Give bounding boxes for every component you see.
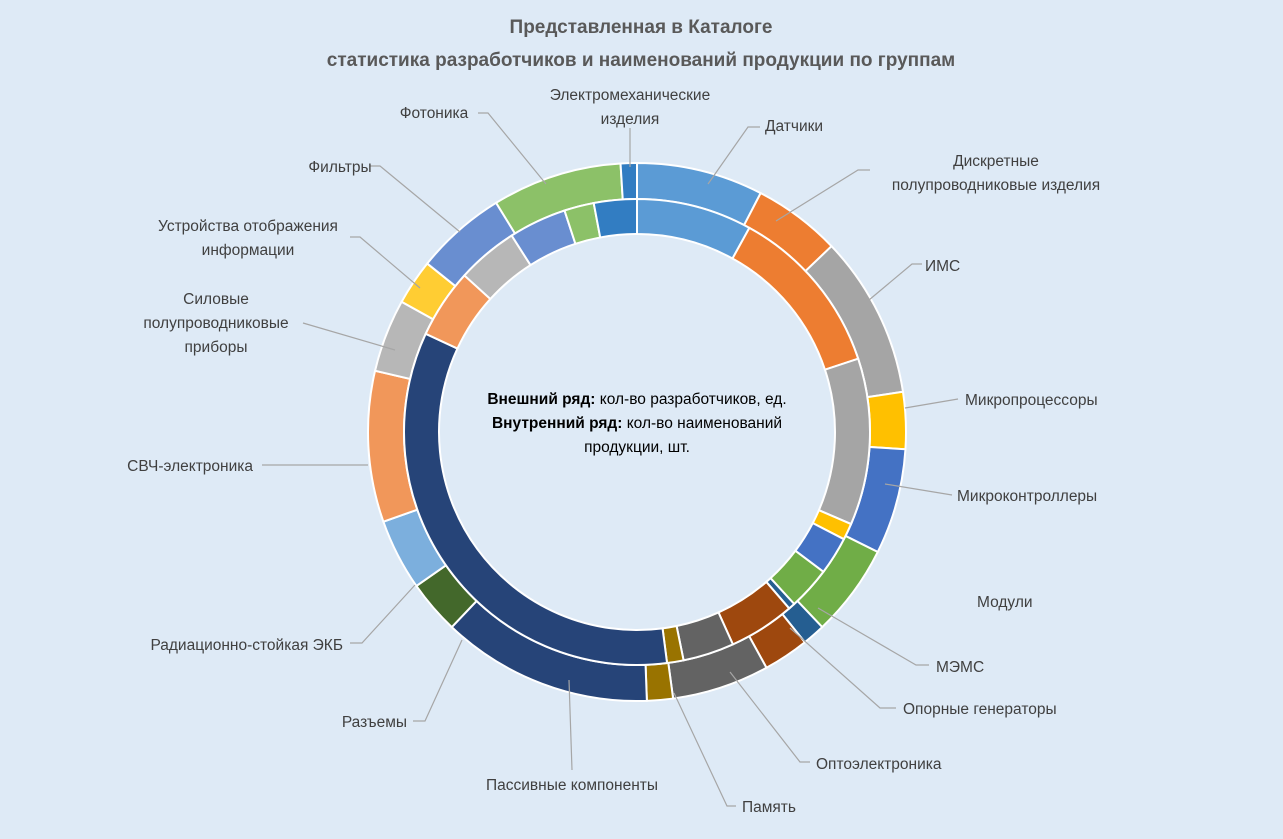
leader-line-10: [673, 692, 736, 807]
center-note-inner-desc: кол-во наименований: [622, 415, 782, 432]
chart-title-line-2: статистика разработчиков и наименований …: [327, 50, 955, 71]
category-label-11: Пассивные компоненты: [486, 777, 658, 794]
leader-lines: [262, 112, 959, 807]
leader-line-13: [350, 584, 416, 644]
category-label-12: Разъемы: [342, 714, 407, 731]
category-label-16: Устройства отображения информации: [158, 218, 338, 259]
category-label-19: Электромеханические изделия: [550, 87, 710, 128]
leader-line-8: [789, 627, 896, 709]
leader-line-17: [370, 165, 461, 233]
leader-line-15: [302, 322, 396, 351]
leader-line-7: [817, 607, 929, 666]
center-note-line-1: Внешний ряд: кол-во разработчиков, ед.: [487, 391, 786, 408]
center-note-inner-label: Внутренний ряд:: [492, 415, 622, 432]
category-label-14: СВЧ-электроника: [127, 458, 253, 475]
category-label-9: Оптоэлектроника: [816, 756, 942, 773]
chart-title-line-1: Представленная в Каталоге: [510, 17, 773, 38]
outer-ring-slice-4: [866, 390, 907, 451]
leader-line-4: [904, 398, 959, 409]
category-label-18: Фотоника: [400, 105, 469, 122]
category-label-3: ИМС: [925, 258, 960, 275]
center-note-outer-desc: кол-во разработчиков, ед.: [595, 391, 786, 408]
leader-line-5: [884, 483, 953, 496]
outer-ring-slice-19: [619, 161, 638, 201]
category-label-7: МЭМС: [936, 659, 984, 676]
category-label-15: Силовые полупроводниковые приборы: [143, 291, 288, 356]
leader-line-1: [707, 126, 760, 185]
leader-line-11: [568, 679, 573, 771]
outer-ring-slice-10: [644, 661, 675, 702]
category-label-13: Радиационно-стойкая ЭКБ: [150, 637, 343, 654]
category-labels: Датчики Дискретные полупроводниковые издел…: [127, 87, 1100, 816]
category-label-4: Микропроцессоры: [965, 392, 1098, 409]
leader-line-18: [478, 112, 547, 185]
center-note-line-3: продукции, шт.: [584, 439, 690, 456]
category-label-1: Датчики: [765, 118, 823, 135]
category-label-10: Память: [742, 799, 796, 816]
leader-line-12: [413, 639, 463, 722]
leader-line-16: [350, 236, 421, 289]
center-note-outer-label: Внешний ряд:: [487, 391, 595, 408]
inner-ring: [403, 197, 871, 666]
leader-line-9: [729, 671, 810, 763]
outer-ring: [367, 161, 907, 702]
center-note-line-2: Внутренний ряд: кол-во наименований: [492, 415, 782, 432]
category-label-5: Микроконтроллеры: [957, 488, 1097, 505]
leader-line-2: [775, 169, 870, 222]
leader-line-3: [868, 263, 922, 301]
center-note: Внешний ряд: кол-во разработчиков, ед. В…: [487, 391, 786, 456]
inner-ring-slice-19: [592, 197, 638, 239]
category-label-2: Дискретные полупроводниковые изделия: [892, 153, 1100, 194]
category-label-8: Опорные генераторы: [903, 701, 1057, 718]
category-label-6: Модули: [977, 594, 1033, 611]
category-label-17: Фильтры: [308, 159, 371, 176]
